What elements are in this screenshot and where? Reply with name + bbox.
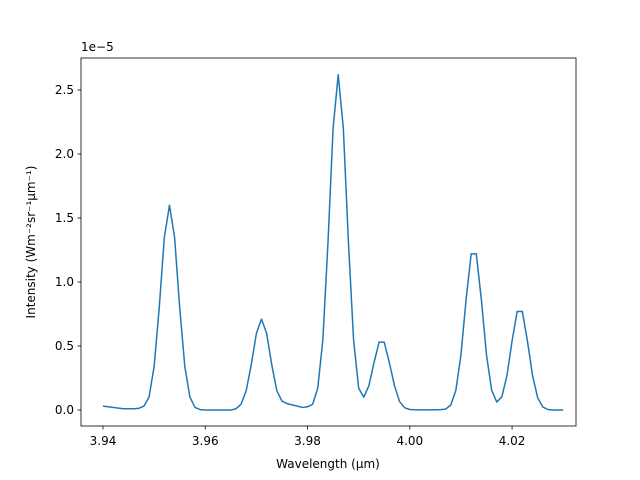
y-tick-label: 1.0 [55, 275, 74, 289]
y-tick-label: 0.0 [55, 403, 74, 417]
y-tick-label: 0.5 [55, 339, 74, 353]
x-axis-label: Wavelength (μm) [276, 457, 380, 471]
y-tick-label: 1.5 [55, 211, 74, 225]
y-tick-label: 2.5 [55, 83, 74, 97]
y-offset-label: 1e−5 [81, 40, 114, 54]
axes-frame [80, 57, 577, 427]
x-tick-label: 3.98 [294, 434, 321, 448]
x-tick-label: 3.96 [192, 434, 219, 448]
y-tick-label: 2.0 [55, 147, 74, 161]
y-axis-label: Intensity (Wm⁻²sr⁻¹μm⁻¹) [24, 166, 38, 319]
x-tick-label: 3.94 [90, 434, 117, 448]
x-tick-label: 4.00 [396, 434, 423, 448]
x-tick-label: 4.02 [499, 434, 526, 448]
data-line [102, 73, 564, 411]
